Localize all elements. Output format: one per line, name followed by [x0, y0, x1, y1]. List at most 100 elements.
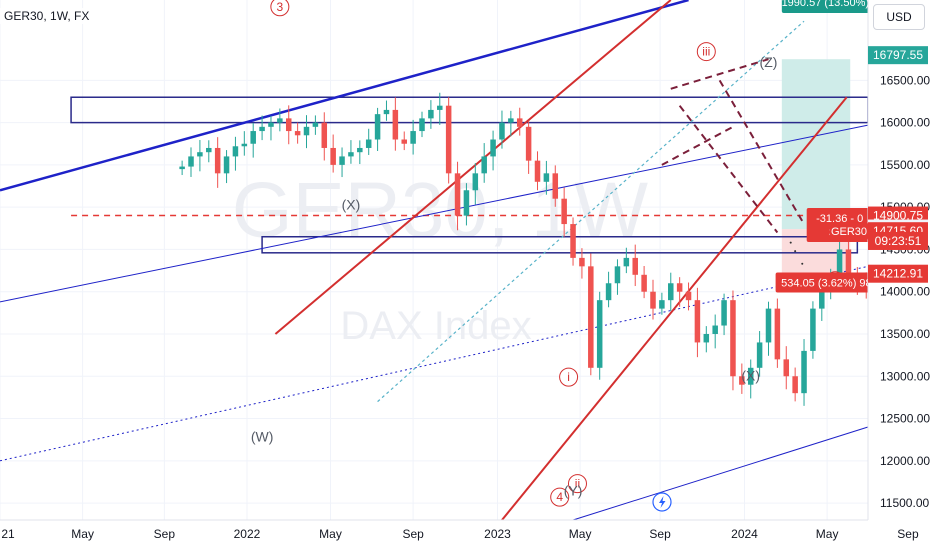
candle[interactable] — [419, 111, 425, 138]
candle[interactable] — [632, 244, 638, 287]
candle[interactable] — [454, 161, 461, 231]
candle[interactable] — [641, 266, 647, 299]
candle[interactable] — [214, 137, 221, 188]
candle[interactable] — [392, 97, 399, 151]
candle[interactable] — [348, 140, 354, 164]
candle[interactable] — [721, 293, 727, 336]
candle[interactable] — [801, 339, 807, 406]
candle[interactable] — [294, 122, 301, 144]
candle[interactable] — [579, 248, 585, 279]
candle[interactable] — [783, 346, 790, 390]
price-tag-text: 14212.91 — [873, 267, 923, 281]
zone-box[interactable] — [261, 235, 859, 254]
candle[interactable] — [383, 100, 390, 121]
candle[interactable] — [321, 112, 328, 161]
candle[interactable] — [463, 183, 470, 226]
candle[interactable] — [650, 279, 656, 320]
candle[interactable] — [792, 367, 798, 402]
candle[interactable] — [428, 100, 434, 129]
price-tick-label: 11500.00 — [880, 496, 929, 510]
currency-button[interactable]: USD — [873, 4, 925, 30]
candle[interactable] — [756, 331, 763, 377]
symbol-legend[interactable]: GER30, 1W, FX — [0, 8, 94, 24]
candle[interactable] — [739, 363, 745, 394]
trendline[interactable] — [718, 79, 805, 225]
candle-body — [579, 257, 585, 267]
candle[interactable] — [374, 107, 381, 152]
candle[interactable] — [179, 160, 185, 176]
candle[interactable] — [481, 143, 487, 183]
zone-box[interactable] — [70, 96, 869, 124]
candle[interactable] — [223, 150, 230, 184]
candle[interactable] — [401, 131, 407, 151]
candle[interactable] — [206, 140, 212, 163]
candle[interactable] — [676, 277, 683, 307]
trendline[interactable] — [0, 0, 689, 192]
trendline[interactable] — [0, 124, 869, 303]
candle[interactable] — [499, 110, 505, 149]
candle[interactable] — [241, 131, 248, 156]
candle[interactable] — [659, 292, 665, 315]
candle[interactable] — [543, 160, 550, 195]
price-tag[interactable]: 16797.55 — [868, 46, 928, 65]
trendline[interactable] — [678, 105, 779, 234]
candle[interactable] — [472, 163, 479, 205]
candle[interactable] — [268, 115, 274, 141]
candle[interactable] — [285, 105, 292, 145]
candle[interactable] — [445, 97, 452, 184]
trendline[interactable] — [274, 0, 672, 335]
candle[interactable] — [552, 165, 559, 207]
candle[interactable] — [765, 301, 772, 356]
candle[interactable] — [614, 259, 621, 295]
candle[interactable] — [605, 271, 612, 308]
candle[interactable] — [712, 314, 718, 349]
trendline[interactable] — [670, 58, 769, 90]
trendline[interactable] — [572, 426, 869, 521]
candle[interactable] — [188, 147, 194, 177]
candle[interactable] — [490, 130, 496, 171]
candle[interactable] — [312, 115, 319, 135]
candle[interactable] — [685, 282, 692, 311]
target-zone[interactable] — [781, 59, 851, 230]
candle[interactable] — [339, 147, 345, 178]
candle[interactable] — [259, 115, 265, 141]
candle[interactable] — [570, 217, 576, 266]
candle[interactable] — [525, 120, 532, 174]
candle[interactable] — [410, 119, 416, 155]
trendline[interactable] — [0, 265, 869, 462]
candle[interactable] — [561, 187, 567, 237]
trendline[interactable] — [501, 96, 848, 521]
candle[interactable] — [588, 253, 594, 376]
price-tag[interactable]: 14212.91 — [868, 264, 928, 283]
lightning-icon[interactable] — [652, 492, 672, 512]
stop-label[interactable]: 534.05 (3.62%) 98000 — [775, 272, 896, 293]
trendline[interactable] — [377, 20, 805, 403]
symbol-price-tag[interactable]: GER30 — [830, 222, 868, 241]
candle[interactable] — [277, 108, 283, 132]
trendline[interactable] — [661, 125, 734, 166]
candle[interactable] — [774, 298, 781, 368]
candle[interactable] — [357, 140, 363, 165]
candle[interactable] — [668, 272, 674, 311]
candle-body — [339, 156, 345, 165]
candle[interactable] — [516, 107, 523, 136]
candle-body — [454, 173, 461, 216]
candle[interactable] — [330, 134, 336, 173]
candle[interactable] — [437, 92, 443, 125]
candle[interactable] — [508, 110, 514, 137]
candle[interactable] — [694, 287, 701, 358]
candle[interactable] — [623, 247, 630, 274]
candle[interactable] — [596, 291, 603, 380]
candle[interactable] — [303, 115, 310, 149]
candle[interactable] — [365, 128, 372, 155]
price-tag[interactable]: 09:23:51 — [868, 231, 928, 250]
candle[interactable] — [250, 122, 256, 158]
candle[interactable] — [703, 326, 710, 353]
candle[interactable] — [197, 140, 203, 172]
candle[interactable] — [810, 301, 816, 359]
candle[interactable] — [747, 359, 754, 399]
candle[interactable] — [232, 136, 239, 171]
candle[interactable] — [534, 151, 541, 191]
candle[interactable] — [730, 290, 736, 391]
